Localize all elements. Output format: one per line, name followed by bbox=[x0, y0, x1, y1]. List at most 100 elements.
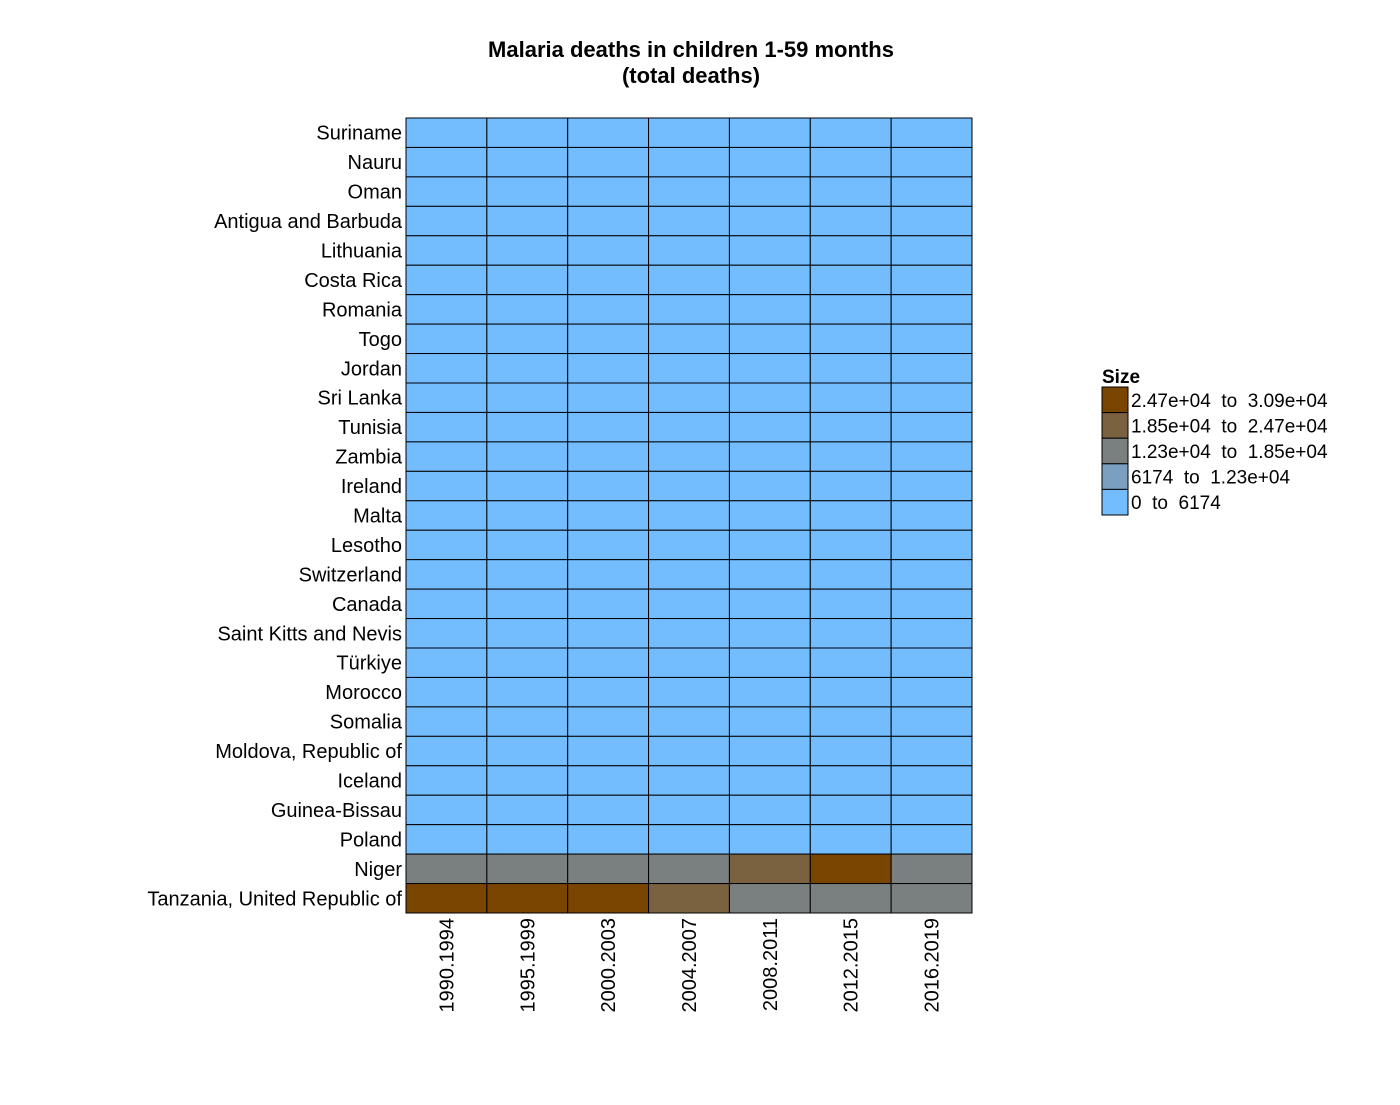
heatmap-cell bbox=[890, 559, 973, 590]
heatmap-cell bbox=[405, 529, 488, 561]
heatmap-cell bbox=[648, 765, 730, 796]
heatmap-cell bbox=[648, 853, 730, 885]
legend-swatch bbox=[1101, 463, 1129, 490]
row-label: Nauru bbox=[348, 152, 402, 174]
row-label: Zambia bbox=[335, 447, 403, 469]
heatmap-cell bbox=[405, 647, 488, 678]
column-label: 2004.2007 bbox=[679, 918, 701, 1013]
heatmap-cell bbox=[405, 559, 488, 590]
heatmap-cell bbox=[486, 235, 569, 266]
heatmap-cells bbox=[405, 117, 973, 914]
legend-swatch bbox=[1101, 437, 1129, 465]
heatmap-cell bbox=[890, 470, 973, 502]
heatmap-cell bbox=[809, 735, 892, 767]
heatmap-cell bbox=[890, 529, 973, 561]
heatmap-cell bbox=[728, 294, 811, 325]
heatmap-cell bbox=[728, 117, 811, 148]
heatmap-cell bbox=[728, 676, 811, 708]
heatmap-cell bbox=[728, 176, 811, 207]
heatmap-cell bbox=[648, 794, 730, 826]
heatmap-cell bbox=[567, 824, 650, 855]
heatmap-cell bbox=[486, 411, 569, 443]
row-label: Switzerland bbox=[299, 564, 402, 586]
heatmap-cell bbox=[486, 559, 569, 590]
heatmap-cell bbox=[809, 353, 892, 384]
heatmap-cell bbox=[809, 441, 892, 472]
heatmap-cell bbox=[728, 765, 811, 796]
heatmap-cell bbox=[648, 588, 730, 620]
heatmap-cell bbox=[809, 470, 892, 502]
column-label: 2012.2015 bbox=[841, 918, 863, 1013]
heatmap-cell bbox=[567, 706, 650, 737]
heatmap-cell bbox=[809, 853, 892, 885]
heatmap-cell bbox=[890, 853, 973, 885]
heatmap-cell bbox=[567, 853, 650, 885]
heatmap-cell bbox=[405, 883, 488, 914]
column-label: 2008.2011 bbox=[760, 918, 782, 1011]
heatmap-cell bbox=[890, 353, 973, 384]
heatmap-cell bbox=[486, 706, 569, 737]
heatmap-cell bbox=[728, 735, 811, 767]
heatmap-cell bbox=[648, 205, 730, 237]
heatmap-cell bbox=[486, 470, 569, 502]
heatmap-cell bbox=[890, 735, 973, 767]
heatmap-cell bbox=[809, 176, 892, 207]
row-label: Somalia bbox=[330, 712, 403, 734]
heatmap-cell bbox=[809, 765, 892, 796]
heatmap-cell bbox=[890, 500, 973, 531]
row-label: Morocco bbox=[325, 682, 402, 704]
heatmap-cell bbox=[567, 441, 650, 472]
heatmap-cell bbox=[890, 883, 973, 914]
heatmap-cell bbox=[809, 883, 892, 914]
heatmap-cell bbox=[809, 264, 892, 296]
heatmap-cell bbox=[890, 618, 973, 649]
row-label: Jordan bbox=[341, 358, 402, 380]
heatmap-cell bbox=[405, 588, 488, 620]
heatmap-cell bbox=[728, 588, 811, 620]
heatmap-cell bbox=[648, 264, 730, 296]
heatmap-cell bbox=[890, 588, 973, 620]
heatmap-cell bbox=[405, 117, 488, 148]
heatmap-cell bbox=[567, 794, 650, 826]
heatmap-cell bbox=[809, 411, 892, 443]
heatmap-cell bbox=[405, 500, 488, 531]
heatmap-cell bbox=[809, 559, 892, 590]
heatmap-cell bbox=[486, 794, 569, 826]
legend: Size 2.47e+04 to 3.09e+04 1.85e+04 to 2.4… bbox=[1101, 367, 1328, 516]
heatmap-cell bbox=[728, 500, 811, 531]
row-label: Antigua and Barbuda bbox=[214, 211, 403, 233]
heatmap-cell bbox=[890, 205, 973, 237]
heatmap-cell bbox=[728, 853, 811, 885]
row-label: Lesotho bbox=[331, 535, 402, 557]
heatmap-cell bbox=[648, 618, 730, 649]
heatmap-cell bbox=[567, 264, 650, 296]
heatmap-cell bbox=[809, 382, 892, 413]
heatmap-cell bbox=[567, 382, 650, 413]
column-label: 2000.2003 bbox=[598, 918, 620, 1013]
heatmap-cell bbox=[890, 323, 973, 355]
heatmap-cell bbox=[728, 706, 811, 737]
legend-swatch bbox=[1101, 386, 1129, 414]
row-label: Niger bbox=[354, 859, 402, 881]
heatmap-cell bbox=[648, 382, 730, 413]
row-label: Romania bbox=[322, 299, 403, 321]
heatmap-cell bbox=[405, 146, 488, 178]
heatmap-cell bbox=[486, 323, 569, 355]
legend-title: Size bbox=[1102, 367, 1140, 388]
row-label: Sri Lanka bbox=[318, 388, 403, 410]
heatmap-cell bbox=[728, 647, 811, 678]
heatmap-cell bbox=[405, 382, 488, 413]
heatmap-cell bbox=[405, 176, 488, 207]
heatmap-cell bbox=[486, 176, 569, 207]
heatmap-cell bbox=[405, 353, 488, 384]
legend-label: 6174 to 1.23e+04 bbox=[1131, 468, 1290, 489]
heatmap-cell bbox=[567, 411, 650, 443]
heatmap-cell bbox=[728, 824, 811, 855]
row-label: Malta bbox=[353, 506, 403, 528]
heatmap-cell bbox=[567, 647, 650, 678]
heatmap-cell bbox=[486, 382, 569, 413]
row-label: Poland bbox=[340, 829, 402, 851]
legend-label: 1.85e+04 to 2.47e+04 bbox=[1131, 416, 1328, 437]
heatmap-cell bbox=[405, 824, 488, 855]
row-label: Iceland bbox=[338, 771, 403, 793]
